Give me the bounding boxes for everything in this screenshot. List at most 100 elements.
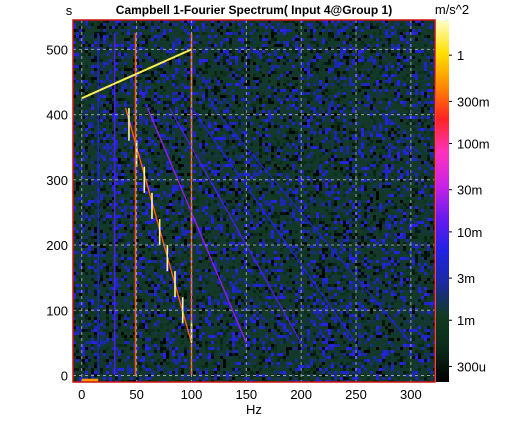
noise-cell	[196, 200, 199, 203]
noise-cell	[136, 218, 139, 221]
noise-cell	[175, 41, 178, 44]
noise-cell	[256, 116, 259, 119]
noise-cell	[157, 20, 160, 23]
noise-cell	[301, 200, 304, 203]
noise-cell	[421, 128, 424, 131]
noise-cell	[238, 209, 241, 212]
noise-cell	[271, 236, 274, 239]
noise-cell	[214, 44, 217, 47]
noise-cell	[133, 167, 136, 170]
noise-cell	[310, 167, 313, 170]
noise-cell	[337, 140, 340, 143]
noise-cell	[388, 224, 391, 227]
noise-cell	[109, 80, 112, 83]
noise-cell	[262, 218, 265, 221]
noise-cell	[277, 212, 280, 215]
noise-cell	[232, 77, 235, 80]
noise-cell	[184, 23, 187, 26]
noise-cell	[418, 110, 421, 113]
noise-cell	[208, 209, 211, 212]
noise-cell	[424, 92, 427, 95]
noise-cell	[247, 80, 250, 83]
noise-cell	[124, 221, 127, 224]
noise-cell	[211, 170, 214, 173]
noise-cell	[205, 230, 208, 233]
noise-cell	[217, 215, 220, 218]
noise-cell	[286, 170, 289, 173]
noise-cell	[109, 167, 112, 170]
noise-cell	[157, 110, 160, 113]
noise-cell	[130, 77, 133, 80]
noise-cell	[121, 200, 124, 203]
noise-cell	[163, 227, 166, 230]
noise-cell	[394, 89, 397, 92]
noise-cell	[391, 194, 394, 197]
noise-cell	[340, 71, 343, 74]
noise-cell	[142, 143, 145, 146]
noise-cell	[196, 44, 199, 47]
noise-cell	[85, 44, 88, 47]
noise-cell	[235, 83, 238, 86]
noise-cell	[310, 50, 313, 53]
noise-cell	[208, 86, 211, 89]
noise-cell	[301, 95, 304, 98]
noise-cell	[334, 158, 337, 161]
noise-cell	[103, 233, 106, 236]
noise-cell	[73, 161, 76, 164]
noise-cell	[412, 47, 415, 50]
noise-cell	[283, 26, 286, 29]
noise-cell	[301, 23, 304, 26]
noise-cell	[430, 131, 433, 134]
noise-cell	[343, 194, 346, 197]
noise-cell	[280, 44, 283, 47]
noise-cell	[103, 158, 106, 161]
noise-cell	[217, 167, 220, 170]
noise-cell	[175, 194, 178, 197]
noise-cell	[88, 206, 91, 209]
noise-cell	[208, 35, 211, 38]
noise-cell	[154, 236, 157, 239]
noise-cell	[112, 173, 115, 176]
noise-cell	[217, 80, 220, 83]
noise-cell	[283, 137, 286, 140]
noise-cell	[106, 53, 109, 56]
noise-cell	[148, 98, 151, 101]
noise-cell	[286, 74, 289, 77]
noise-cell	[184, 155, 187, 158]
noise-cell	[286, 107, 289, 110]
noise-cell	[262, 38, 265, 41]
noise-cell	[370, 140, 373, 143]
noise-cell	[409, 179, 412, 182]
noise-cell	[112, 104, 115, 107]
noise-cell	[184, 29, 187, 32]
noise-cell	[322, 194, 325, 197]
noise-cell	[235, 209, 238, 212]
noise-cell	[334, 131, 337, 134]
noise-cell	[154, 71, 157, 74]
noise-cell	[268, 62, 271, 65]
noise-cell	[277, 128, 280, 131]
noise-cell	[121, 89, 124, 92]
noise-cell	[403, 77, 406, 80]
noise-cell	[319, 203, 322, 206]
noise-cell	[175, 107, 178, 110]
noise-cell	[352, 176, 355, 179]
noise-cell	[250, 59, 253, 62]
noise-cell	[391, 140, 394, 143]
noise-cell	[178, 176, 181, 179]
noise-cell	[370, 152, 373, 155]
noise-cell	[292, 50, 295, 53]
noise-cell	[160, 125, 163, 128]
noise-cell	[214, 53, 217, 56]
noise-cell	[385, 119, 388, 122]
noise-cell	[277, 215, 280, 218]
noise-cell	[325, 77, 328, 80]
noise-cell	[304, 239, 307, 242]
noise-cell	[319, 161, 322, 164]
noise-cell	[172, 137, 175, 140]
noise-cell	[232, 59, 235, 62]
noise-cell	[205, 119, 208, 122]
noise-cell	[349, 107, 352, 110]
noise-cell	[85, 239, 88, 242]
noise-cell	[358, 233, 361, 236]
